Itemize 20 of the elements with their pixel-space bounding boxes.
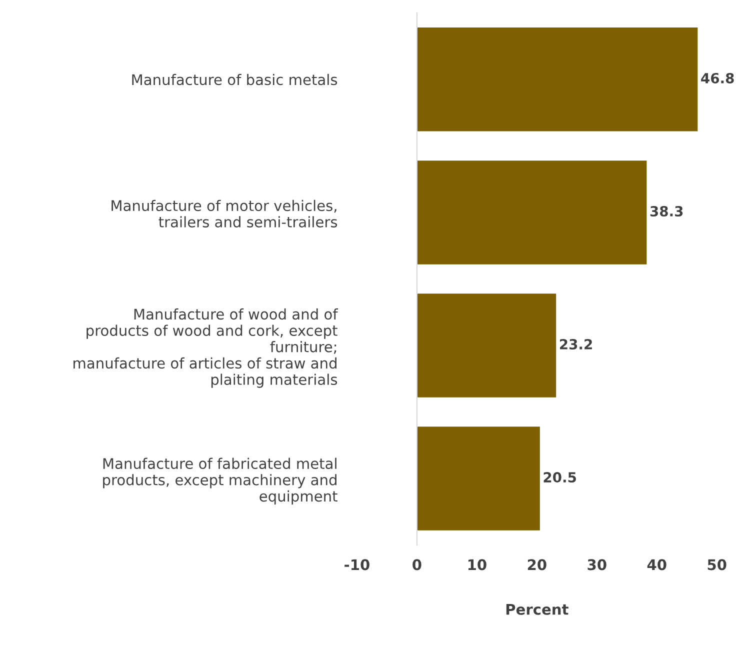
y-tick-label: Manufacture of wood and of products of wood and cork, except furniture; manufacture of articles of straw and plaiting materials xyxy=(74,308,338,388)
data-label: 46.8 xyxy=(701,72,734,84)
x-tick-label: 30 xyxy=(588,559,606,570)
bar xyxy=(416,294,556,398)
x-tick-label: -10 xyxy=(344,559,370,570)
x-tick-label: 10 xyxy=(468,559,486,570)
x-tick-label: 40 xyxy=(647,559,666,570)
bar xyxy=(416,160,647,264)
y-tick-label: Manufacture of motor vehicles, trailers and semi-trailers xyxy=(112,200,338,228)
x-tick-label: 0 xyxy=(412,559,422,570)
data-label: 38.3 xyxy=(650,206,683,216)
x-tick-label: 20 xyxy=(528,559,546,570)
bar xyxy=(416,426,540,530)
x-axis-title: Percent xyxy=(506,604,568,615)
x-tick-label: 50 xyxy=(708,559,726,570)
y-tick-label: Manufacture of basic metals xyxy=(132,74,338,86)
data-label: 20.5 xyxy=(544,472,576,483)
data-label: 23.2 xyxy=(560,339,592,350)
bar xyxy=(416,28,698,132)
y-tick-label: Manufacture of fabricated metal products, except machinery and equipment xyxy=(103,458,338,505)
